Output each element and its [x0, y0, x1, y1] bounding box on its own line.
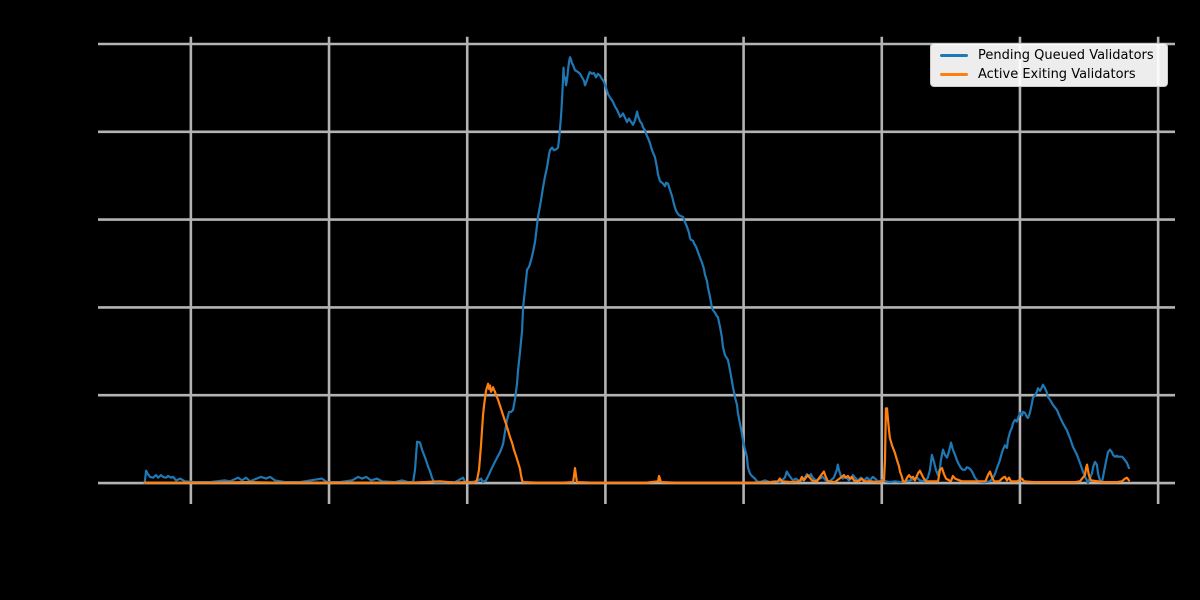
legend-label-pending-queued: Pending Queued Validators	[978, 48, 1154, 63]
legend-label-active-exiting: Active Exiting Validators	[978, 67, 1136, 82]
legend-entry-pending-queued: Pending Queued Validators	[940, 46, 1167, 65]
legend-entry-active-exiting: Active Exiting Validators	[940, 65, 1167, 84]
legend-line-sample-blue	[940, 54, 968, 57]
series-line-0	[143, 56, 1131, 485]
series-line-1	[143, 382, 1131, 484]
legend: Pending Queued Validators Active Exiting…	[930, 43, 1168, 87]
legend-line-sample-orange	[940, 73, 968, 76]
